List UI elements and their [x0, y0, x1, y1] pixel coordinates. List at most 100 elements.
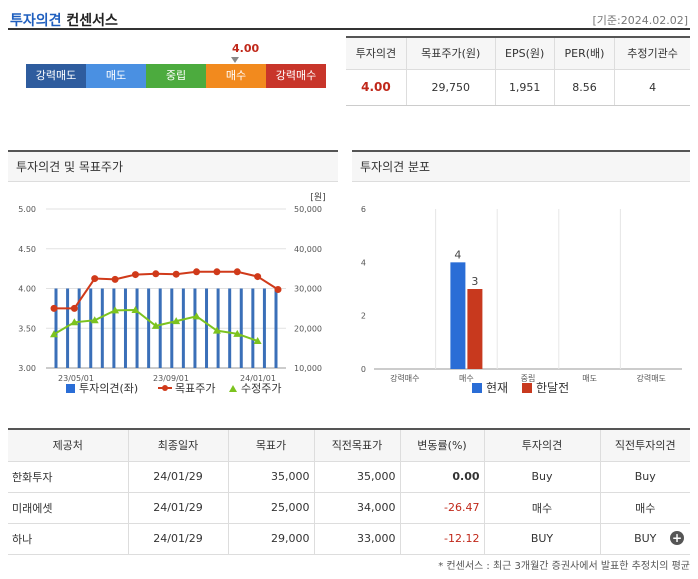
target-price-point [172, 270, 180, 278]
target-price-point [70, 304, 78, 312]
summary-value-4: 8.56 [553, 69, 615, 106]
target-price-point [50, 304, 58, 312]
opinion-distribution-chart: 6 4 2 0 강력매수 매수 중립 매도 강력매도 4 3 현재 한달전 [361, 205, 682, 395]
x-tick: 24/01/01 [240, 374, 276, 383]
table-cell: 매수 [483, 492, 600, 524]
unit-label: [원] [310, 192, 325, 203]
gauge-pointer-icon [231, 57, 239, 63]
summary-value-1: 4.00 [346, 69, 407, 106]
y-tick: 2 [361, 312, 366, 321]
summary-header-1: 투자의견 [346, 36, 407, 70]
target-price-point [111, 275, 119, 283]
category-label: 매수 [459, 374, 474, 383]
legend-adjusted: 수정주가 [241, 382, 281, 395]
table-cell: -12.12 [399, 523, 484, 555]
opinion-bar [228, 288, 232, 368]
broker-table: 제공처 최종일자 목표가 직전목표가 변동률(%) 투자의견 직전투자의견 한화투자 24/0… [8, 428, 690, 555]
section-header: 투자의견 컨센서스 [기준:2024.02.02] [8, 8, 690, 30]
y-right-tick: 50,000 [294, 205, 322, 214]
category-label: 강력매도 [636, 373, 665, 383]
adjusted-price-point [70, 318, 79, 326]
opinion-bar [112, 288, 116, 368]
gauge-segment-4: 매수 [206, 64, 266, 88]
summary-header-2: 목표주가(원) [405, 36, 496, 70]
y-left-tick: 4.50 [18, 245, 36, 254]
dist-bar-label: 3 [471, 275, 478, 288]
opinion-target-price-chart: [원] 5.00 50,000 4.50 40,000 4.00 30,000 3.50 20,… [18, 192, 325, 395]
base-date: [기준:2024.02.02] [592, 14, 688, 27]
adjusted-price-point [111, 306, 120, 314]
category-label: 매도 [582, 374, 597, 383]
y-right-tick: 40,000 [294, 245, 322, 254]
more-plus-icon[interactable]: + [670, 531, 684, 545]
adjusted-price-point [151, 321, 160, 329]
opinion-bar [89, 288, 93, 368]
y-left-tick: 4.00 [18, 285, 36, 294]
opinion-target-price-panel: 투자의견 및 목표주가 [원] 5.00 50,000 4.50 40,000 4.00 3… [8, 150, 338, 406]
target-price-point [274, 285, 282, 293]
y-left-tick: 3.00 [18, 364, 36, 373]
adjusted-price-point [90, 316, 99, 324]
opinion-bar [181, 288, 185, 368]
gauge-segment-3: 중립 [146, 64, 206, 88]
summary-header-3: EPS(원) [494, 36, 555, 70]
adjusted-price-point [50, 330, 58, 338]
opinion-bar [135, 288, 139, 368]
y-tick: 4 [361, 258, 366, 267]
table-cell: 33,000 [313, 523, 400, 555]
dist-bar-1 [450, 262, 466, 369]
gauge-value: 4.00 [232, 42, 260, 55]
table-cell: 24/01/29 [127, 492, 228, 524]
table-header-3: 목표가 [227, 428, 314, 462]
adjusted-price-point [212, 326, 221, 334]
target-price-point [193, 268, 201, 276]
legend-target-dot [162, 385, 168, 391]
target-price-point [254, 273, 262, 281]
category-label: 강력매수 [390, 373, 419, 383]
table-cell: 매수 [599, 492, 690, 524]
opinion-bar [123, 288, 127, 368]
table-header-4: 직전목표가 [313, 428, 400, 462]
x-tick: 23/09/01 [153, 374, 189, 383]
opinion-bar [274, 288, 278, 368]
table-cell: 미래에셋 [8, 492, 128, 524]
panel-title: 투자의견 및 목표주가 [8, 152, 338, 182]
opinion-bar [54, 288, 58, 368]
adjusted-price-point [131, 305, 140, 313]
y-right-tick: 20,000 [294, 324, 322, 333]
table-cell: 하나 [8, 523, 128, 555]
table-cell: 25,000 [227, 492, 314, 524]
opinion-bar [170, 288, 174, 368]
y-right-tick: 10,000 [294, 364, 322, 373]
x-tick: 23/05/01 [58, 374, 94, 383]
table-row: 한화투자 24/01/29 35,000 35,000 0.00 Buy Buy [8, 461, 690, 493]
opinion-bar [251, 288, 255, 368]
gauge-segment-5: 강력매수 [266, 64, 326, 88]
opinion-bar [193, 288, 197, 368]
summary-header-4: PER(배) [553, 36, 615, 70]
summary-value-2: 29,750 [405, 69, 496, 106]
y-left-tick: 3.50 [18, 324, 36, 333]
legend-opinion-icon [66, 384, 75, 393]
opinion-bar [262, 288, 266, 368]
table-cell: Buy [483, 461, 600, 493]
target-price-point [131, 271, 139, 279]
gauge-segments: 강력매도 매도 중립 매수 강력매수 [26, 64, 326, 88]
table-header-5: 변동률(%) [399, 428, 484, 462]
opinion-distribution-panel: 투자의견 분포 6 4 2 0 강력매수 매수 중립 매도 강력매도 4 3 현재 한달전 [352, 150, 690, 406]
table-cell: 29,000 [227, 523, 314, 555]
table-cell: Buy [599, 461, 690, 493]
target-price-point [91, 275, 99, 283]
y-left-tick: 5.00 [18, 205, 36, 214]
table-row: 하나 24/01/29 29,000 33,000 -12.12 BUY BUY [8, 523, 690, 555]
table-header-6: 투자의견 [483, 428, 600, 462]
y-right-tick: 30,000 [294, 285, 322, 294]
consensus-summary-table: 투자의견 목표주가(원) EPS(원) PER(배) 추정기관수 4.00 29,750 1… [346, 36, 690, 106]
opinion-bar [66, 288, 70, 368]
table-header-7: 직전투자의견 [599, 428, 690, 462]
table-cell: 0.00 [399, 461, 484, 493]
opinion-bar [77, 288, 81, 368]
legend-adjusted-icon [229, 385, 237, 392]
table-header-2: 최종일자 [127, 428, 228, 462]
adjusted-price-point [253, 336, 262, 344]
